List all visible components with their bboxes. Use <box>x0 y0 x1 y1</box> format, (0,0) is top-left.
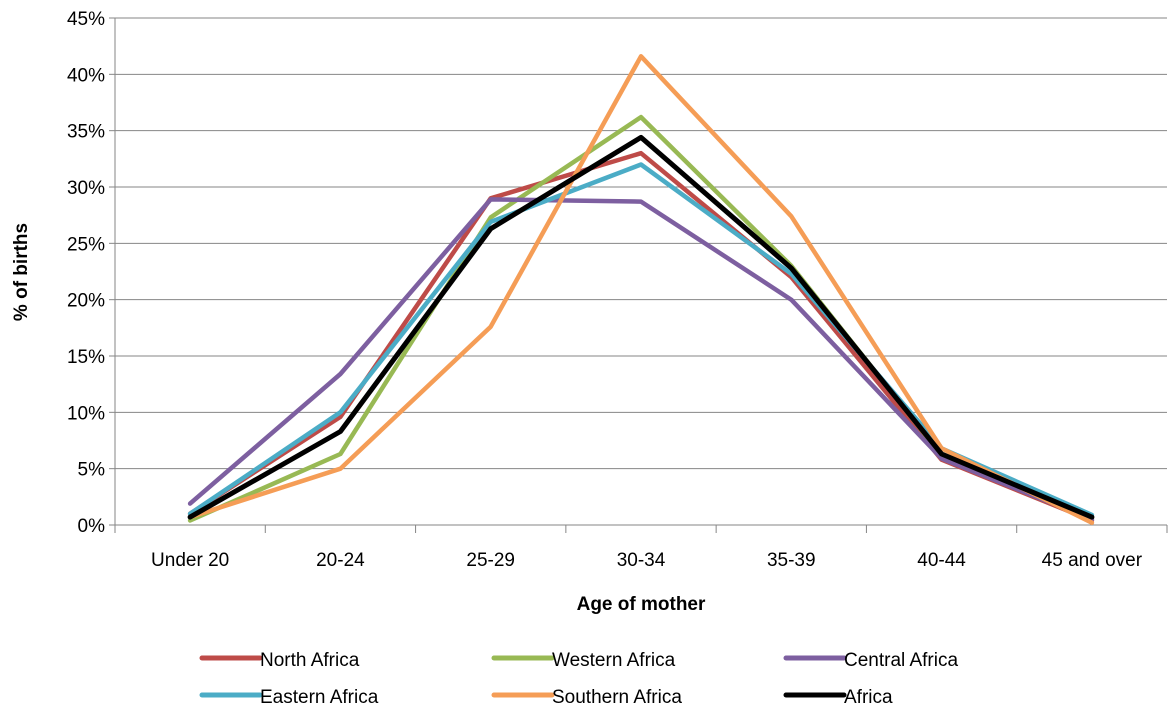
y-tick-label: 35% <box>67 122 105 143</box>
x-tick-label: 30-34 <box>617 550 666 571</box>
legend-item: Africa <box>783 687 893 708</box>
legend-item: Eastern Africa <box>199 687 379 708</box>
legend-item: Central Africa <box>783 650 958 671</box>
y-tick-label: 0% <box>78 516 106 537</box>
gridlines <box>115 17 1167 470</box>
series-line-southern-africa <box>187 54 1095 525</box>
legend-label: North Africa <box>260 650 360 671</box>
legend-label: Central Africa <box>844 650 958 671</box>
legend-item: Western Africa <box>491 650 676 671</box>
y-tick-label: 40% <box>67 65 105 86</box>
x-tick-label: 45 and over <box>1042 550 1143 571</box>
series-lines <box>187 54 1095 525</box>
y-tick-label: 10% <box>67 403 105 424</box>
legend-label: Western Africa <box>552 650 676 671</box>
legend-label: Africa <box>844 687 893 708</box>
legend-label: Southern Africa <box>552 687 682 708</box>
legend-item: Southern Africa <box>491 687 682 708</box>
legend-label: Eastern Africa <box>260 687 379 708</box>
series-line-central-africa <box>187 197 1095 522</box>
y-tick-label: 25% <box>67 234 105 255</box>
y-tick-label: 5% <box>78 460 106 481</box>
x-tick-label: 40-44 <box>917 550 966 571</box>
y-tick-label: 20% <box>67 291 105 312</box>
legend: North Africa Western Africa Central Africa… <box>199 650 958 708</box>
y-axis-title: % of births <box>11 223 32 321</box>
x-tick-label: 20-24 <box>316 550 365 571</box>
y-tick-label: 45% <box>67 9 105 30</box>
x-tick-label: 35-39 <box>767 550 816 571</box>
x-tick-label: 25-29 <box>466 550 515 571</box>
legend-item: North Africa <box>199 650 360 671</box>
x-tick-label: Under 20 <box>151 550 229 571</box>
series-line-africa <box>187 134 1095 520</box>
axes <box>109 17 1168 533</box>
x-axis-title: Age of mother <box>577 594 706 615</box>
tick-labels: 0% 5% 10% 15% 20% 25% 30% 35% 40% 45% Under 20 20-2… <box>67 9 1143 571</box>
y-tick-label: 15% <box>67 347 105 368</box>
y-tick-label: 30% <box>67 178 105 199</box>
